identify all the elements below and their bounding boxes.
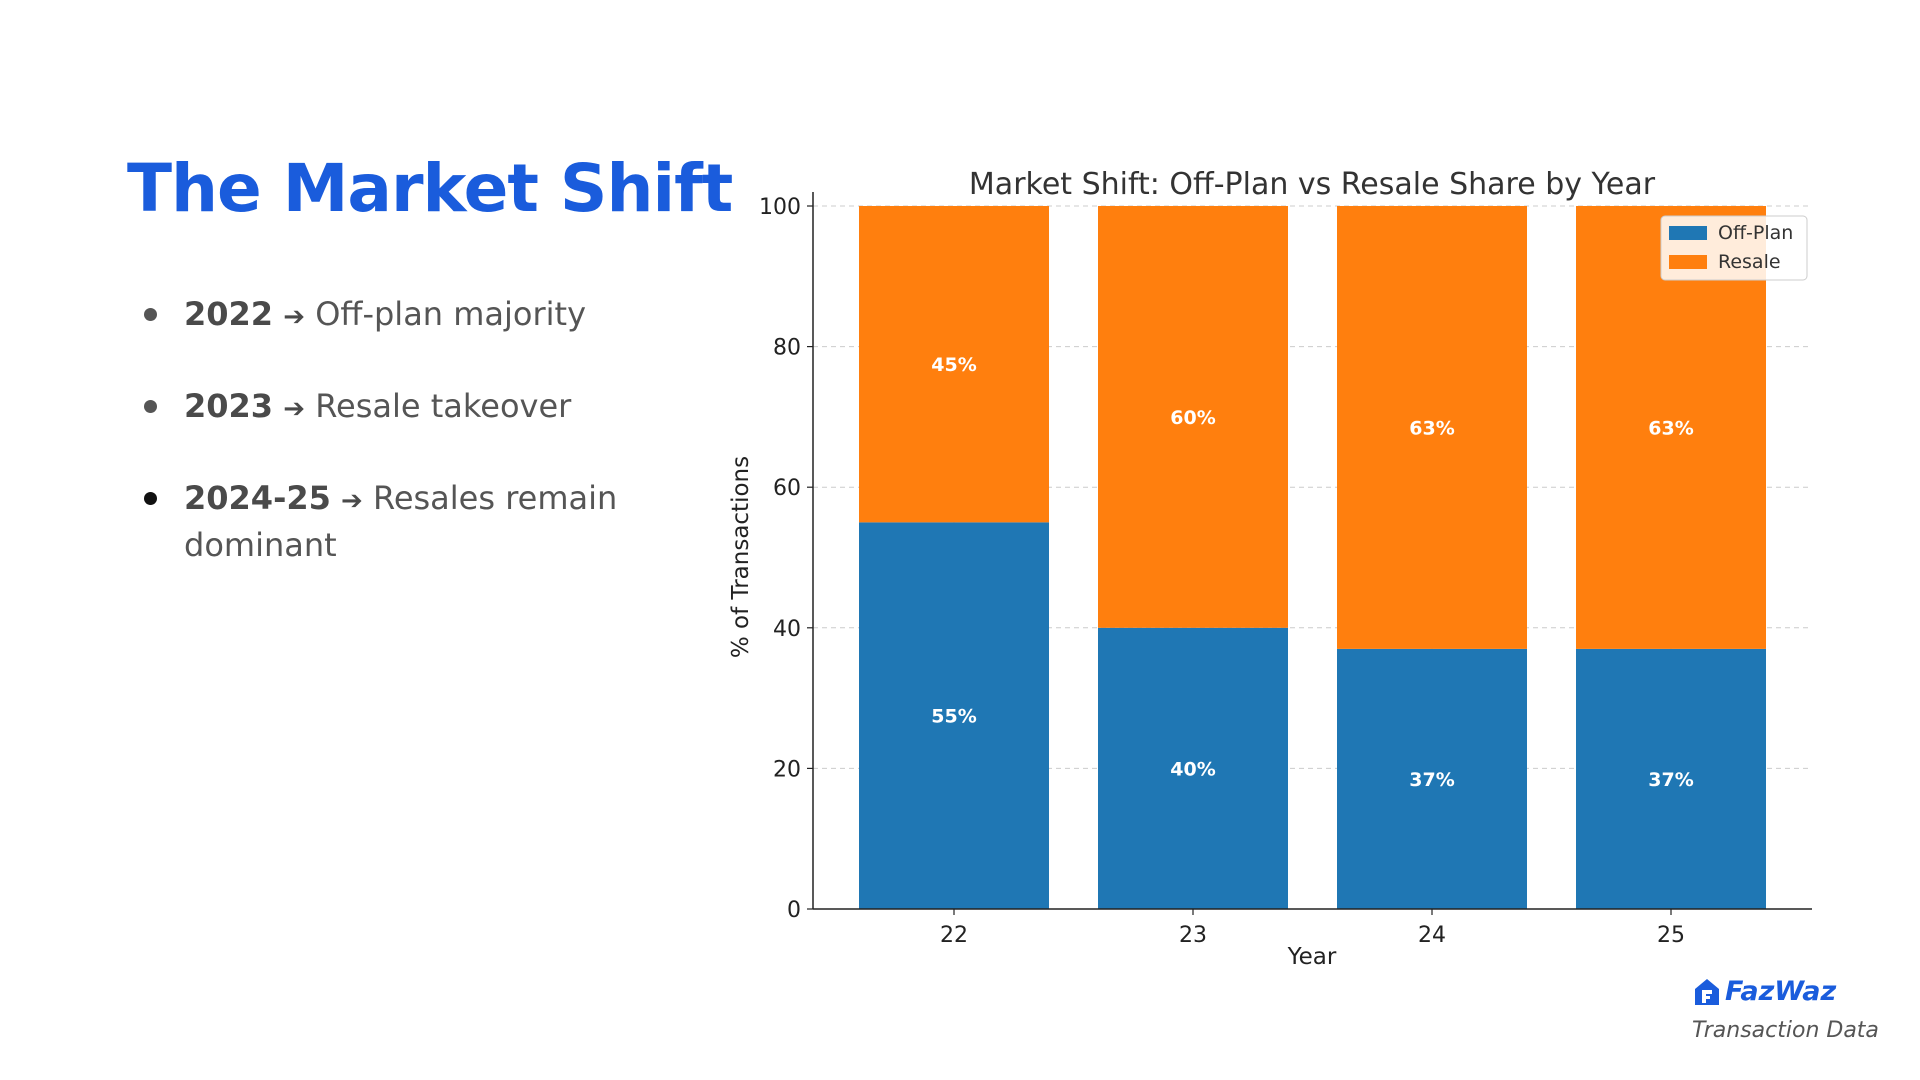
bar-data-label: 40% <box>1170 758 1215 780</box>
bar-data-label: 45% <box>931 354 976 376</box>
bar-off-plan-24 <box>1337 648 1527 909</box>
bullet-year: 2024-25 <box>184 479 331 517</box>
x-tick-label: 24 <box>1418 923 1446 948</box>
x-axis-label: Year <box>1287 944 1337 970</box>
bullet-list: 2022 ➔ Off-plan majority 2023 ➔ Resale t… <box>140 292 660 612</box>
chart-title: Market Shift: Off-Plan vs Resale Share b… <box>969 167 1656 202</box>
bullet-item: 2022 ➔ Off-plan majority <box>140 292 660 339</box>
y-tick-label: 40 <box>773 617 801 642</box>
x-tick-label: 23 <box>1179 923 1207 948</box>
slide-title: The Market Shift <box>127 150 733 227</box>
fazwaz-logo: FazWaz <box>1693 976 1836 1007</box>
legend: Off-Plan Resale <box>1660 215 1808 281</box>
logo-text: FazWaz <box>1725 976 1837 1007</box>
bar-resale-24 <box>1337 206 1527 649</box>
legend-swatch <box>1669 255 1707 269</box>
y-tick-label: 80 <box>773 336 801 361</box>
bullet-text: Off-plan majority <box>315 295 587 333</box>
bullet-year: 2022 <box>184 295 274 333</box>
y-tick-label: 100 <box>759 195 801 220</box>
axes: 0 20 40 60 80 100 22 23 24 25 <box>759 192 1812 948</box>
y-tick-label: 20 <box>773 757 801 782</box>
x-tick-label: 25 <box>1657 923 1685 948</box>
bullet-item: 2023 ➔ Resale takeover <box>140 384 660 431</box>
source-label: Transaction Data <box>1692 1018 1879 1043</box>
legend-label: Off-Plan <box>1718 222 1793 244</box>
bar-data-label: 37% <box>1409 769 1454 791</box>
bullet-dot-icon <box>144 492 157 505</box>
y-tick-label: 60 <box>773 476 801 501</box>
bar-off-plan-23 <box>1098 627 1288 909</box>
bullet-dot-icon <box>144 308 157 321</box>
y-axis-label: % of Transactions <box>728 456 754 658</box>
bars: 55% 40% 37% 37% 45% 60% 63% 63% <box>859 206 1766 909</box>
bar-data-label: 37% <box>1648 769 1693 791</box>
legend-label: Resale <box>1718 251 1781 273</box>
legend-swatch <box>1669 226 1707 240</box>
bar-data-label: 63% <box>1409 417 1454 439</box>
bar-off-plan-22 <box>859 522 1049 909</box>
bar-resale-22 <box>859 206 1049 523</box>
bullet-item: 2024-25 ➔ Resales remain dominant <box>140 476 660 567</box>
bar-data-label: 63% <box>1648 417 1693 439</box>
arrow-right-icon: ➔ <box>283 394 306 424</box>
bullet-dot-icon <box>144 400 157 413</box>
house-logo-icon <box>1695 978 1719 1005</box>
bar-resale-23 <box>1098 206 1288 628</box>
bar-off-plan-25 <box>1576 648 1766 909</box>
bar-data-label: 60% <box>1170 407 1215 429</box>
bar-data-label: 55% <box>931 706 976 728</box>
bullet-text: Resales remain dominant <box>184 479 618 564</box>
x-tick-label: 22 <box>940 923 968 948</box>
bullet-year: 2023 <box>184 387 274 425</box>
arrow-right-icon: ➔ <box>283 302 306 332</box>
arrow-right-icon: ➔ <box>341 486 363 516</box>
y-tick-label: 0 <box>787 898 801 923</box>
bullet-text: Resale takeover <box>315 387 572 425</box>
